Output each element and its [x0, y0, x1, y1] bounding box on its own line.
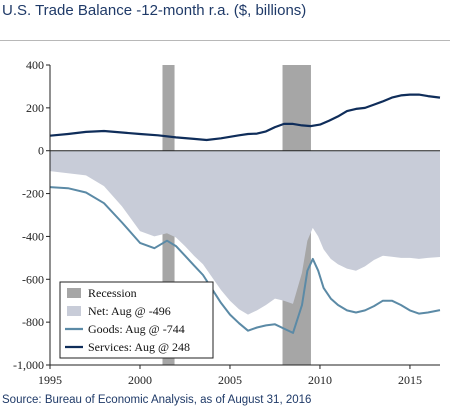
goods-line — [49, 186, 441, 334]
legend-label-net: Net: Aug @ -496 — [88, 304, 171, 318]
x-tick-label: 2005 — [218, 373, 242, 387]
y-tick-label: -200 — [22, 187, 44, 201]
y-tick-label: -1,000 — [13, 358, 44, 372]
y-tick-label: 0 — [38, 144, 44, 158]
chart-title: U.S. Trade Balance -12-month r.a. ($, bi… — [2, 2, 307, 19]
services-line — [49, 93, 441, 142]
y-tick-label: -800 — [22, 315, 44, 329]
legend-label-recession: Recession — [88, 286, 137, 300]
net-area-group — [50, 150, 440, 315]
legend-swatch-net — [67, 306, 81, 316]
legend-box — [59, 281, 214, 359]
legend-label-services: Services: Aug @ 248 — [88, 340, 190, 354]
y-tick-label: 400 — [26, 58, 44, 72]
legend-label-goods: Goods: Aug @ -744 — [88, 322, 185, 336]
source-note: Source: Bureau of Economic Analysis, as … — [2, 394, 312, 406]
legend-swatch-recession — [67, 288, 81, 298]
net-area — [50, 150, 440, 315]
y-tick-label: 200 — [26, 101, 44, 115]
series-lines-group — [49, 93, 441, 334]
y-tick-label: -600 — [22, 272, 44, 286]
x-tick-label: 2015 — [398, 373, 422, 387]
title-divider — [0, 40, 450, 41]
y-tick-label: -400 — [22, 229, 44, 243]
x-tick-label: 1995 — [38, 373, 62, 387]
x-tick-label: 2000 — [128, 373, 152, 387]
legend: Recession Net: Aug @ -496 Goods: Aug @ -74… — [59, 281, 214, 359]
x-tick-label: 2010 — [308, 373, 332, 387]
